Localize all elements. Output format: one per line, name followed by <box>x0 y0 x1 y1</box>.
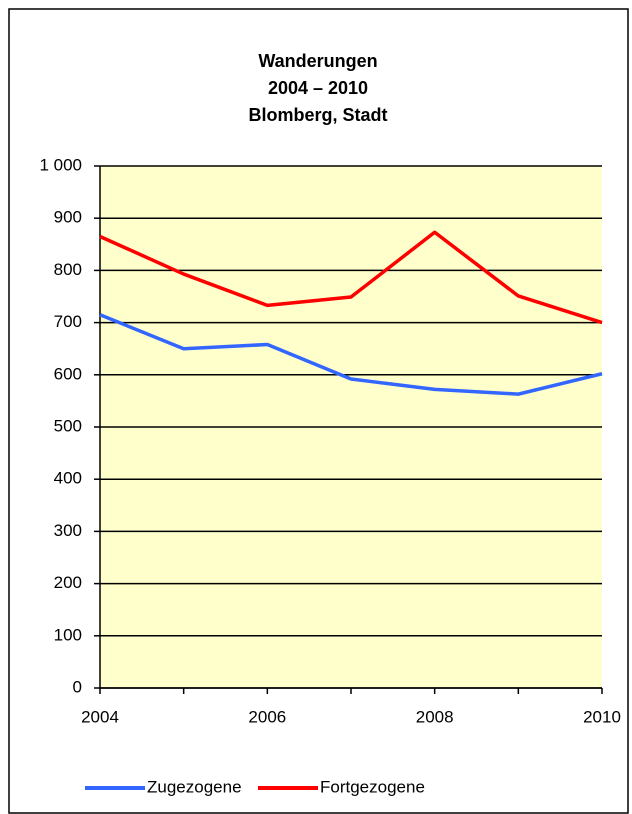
y-tick-label: 400 <box>54 469 82 488</box>
chart-title: Wanderungen <box>258 51 377 71</box>
y-tick-label: 0 <box>73 677 82 696</box>
chart-title: Blomberg, Stadt <box>248 105 387 125</box>
y-tick-label: 300 <box>54 521 82 540</box>
chart-title: 2004 – 2010 <box>268 78 368 98</box>
y-tick-label: 200 <box>54 573 82 592</box>
series-line <box>99 230 603 325</box>
series-line <box>99 313 603 396</box>
x-tick-label: 2006 <box>248 707 286 726</box>
y-tick-label: 500 <box>54 416 82 435</box>
x-tick-label: 2008 <box>416 707 454 726</box>
y-tick-label: 900 <box>54 208 82 227</box>
x-tick-label: 2004 <box>81 707 119 726</box>
legend-label: Zugezogene <box>147 777 242 796</box>
y-tick-label: 800 <box>54 260 82 279</box>
x-tick-label: 2010 <box>583 707 621 726</box>
y-tick-label: 700 <box>54 312 82 331</box>
legend-label: Fortgezogene <box>320 777 425 796</box>
y-tick-label: 600 <box>54 364 82 383</box>
y-tick-label: 1 000 <box>39 155 82 174</box>
y-tick-label: 100 <box>54 625 82 644</box>
